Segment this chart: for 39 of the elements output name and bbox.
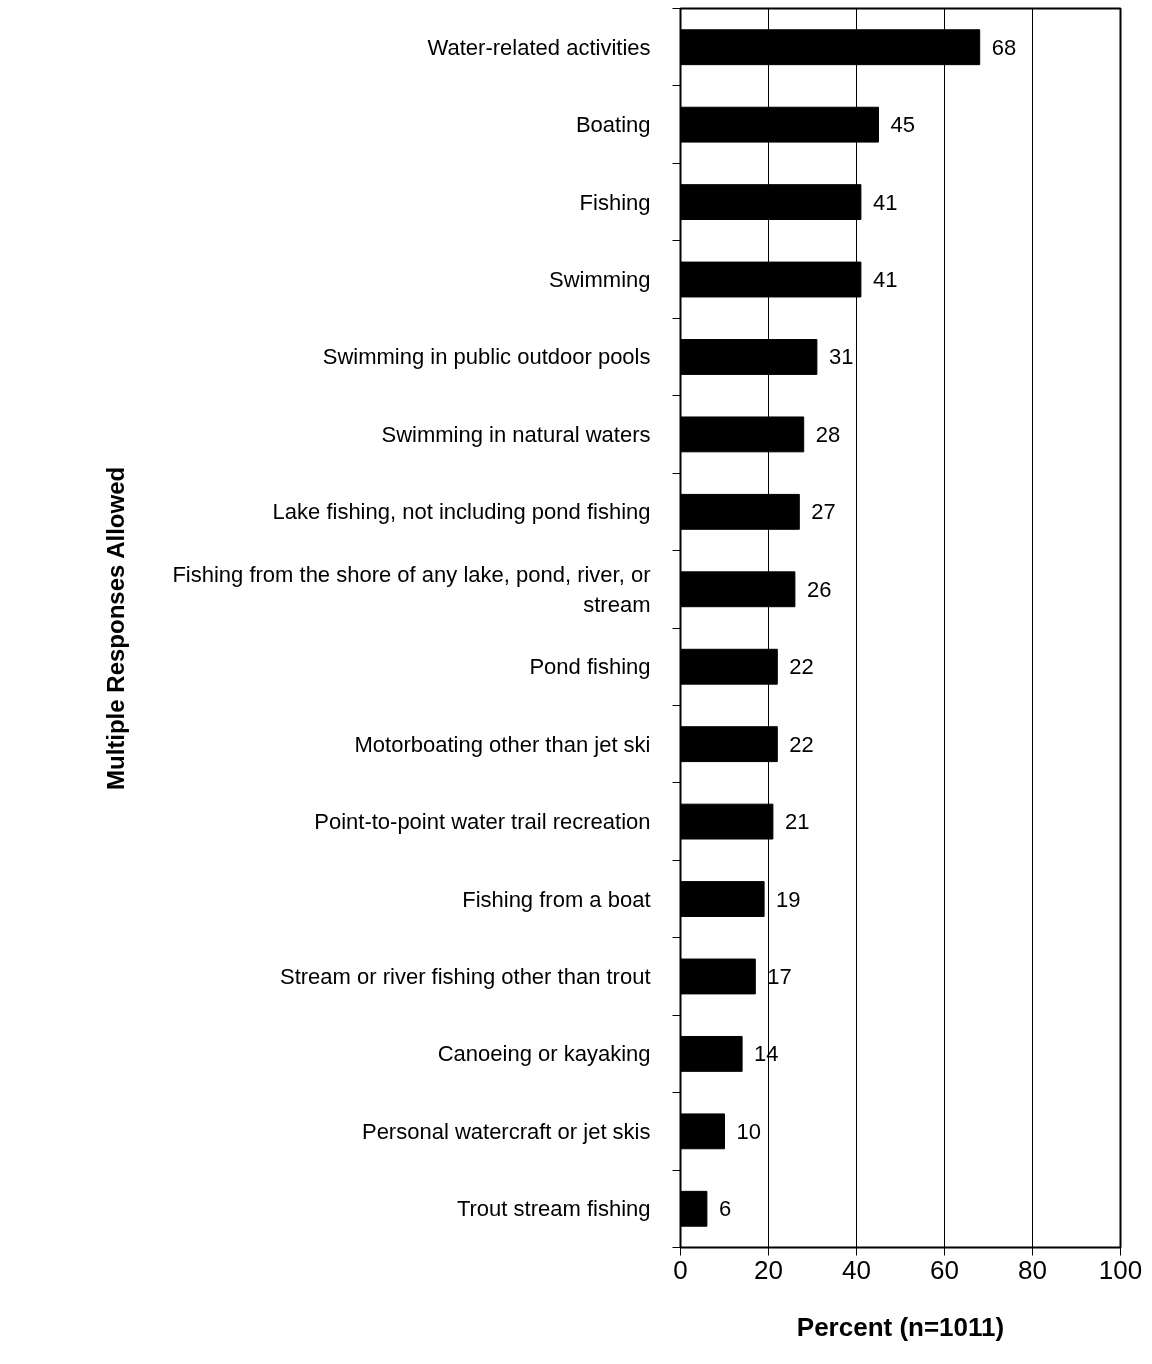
x-axis-title: Percent (n=1011) (796, 1311, 1005, 1342)
y-tick-label: Stream or river fishing other than trout (280, 963, 651, 989)
data-label: 22 (789, 654, 814, 680)
x-tick-label: 0 (673, 1254, 688, 1285)
y-tick-label: Fishing (579, 189, 651, 215)
x-tick-label: 20 (754, 1254, 783, 1285)
data-label: 41 (872, 267, 898, 293)
y-axis-title: Multiple Responses Allowed (102, 466, 130, 791)
y-tick-label: Fishing from the shore of any lake, pond, river, or stream (172, 561, 651, 617)
y-tick-label: Swimming in natural waters (381, 421, 651, 447)
y-tick-label: Lake fishing, not including pond fishing (272, 499, 651, 525)
data-label: 17 (767, 963, 792, 989)
data-label: 6 (718, 1196, 732, 1222)
x-tick-label: 40 (842, 1254, 871, 1285)
y-tick-label: Swimming in public outdoor pools (322, 344, 651, 370)
x-tick-label: 100 (1098, 1254, 1143, 1285)
data-label: 45 (890, 112, 915, 138)
y-tick-label: Trout stream fishing (456, 1196, 651, 1222)
data-label: 31 (828, 344, 854, 370)
data-label: 21 (784, 809, 810, 835)
data-label: 27 (811, 499, 836, 525)
data-label: 28 (815, 421, 841, 447)
y-tick-label: Pond fishing (529, 654, 651, 680)
y-tick-label: Swimming (549, 267, 651, 293)
x-tick-label: 80 (1018, 1254, 1047, 1285)
data-label: 41 (872, 189, 898, 215)
y-tick-label: Fishing from a boat (462, 886, 651, 912)
data-label: 10 (736, 1118, 761, 1144)
y-tick-label: Water-related activities (427, 34, 651, 60)
y-tick-label: Point-to-point water trail recreation (314, 809, 651, 835)
data-label: 68 (991, 34, 1017, 60)
x-tick-label: 60 (930, 1254, 959, 1285)
y-tick-label: Boating (575, 112, 651, 138)
data-label: 19 (776, 886, 801, 912)
y-tick-label: Canoeing or kayaking (437, 1041, 651, 1067)
y-tick-label: Personal watercraft or jet skis (361, 1118, 651, 1144)
data-label: 26 (806, 576, 832, 602)
data-label: 22 (789, 731, 814, 757)
y-tick-label: Motorboating other than jet ski (354, 731, 651, 757)
